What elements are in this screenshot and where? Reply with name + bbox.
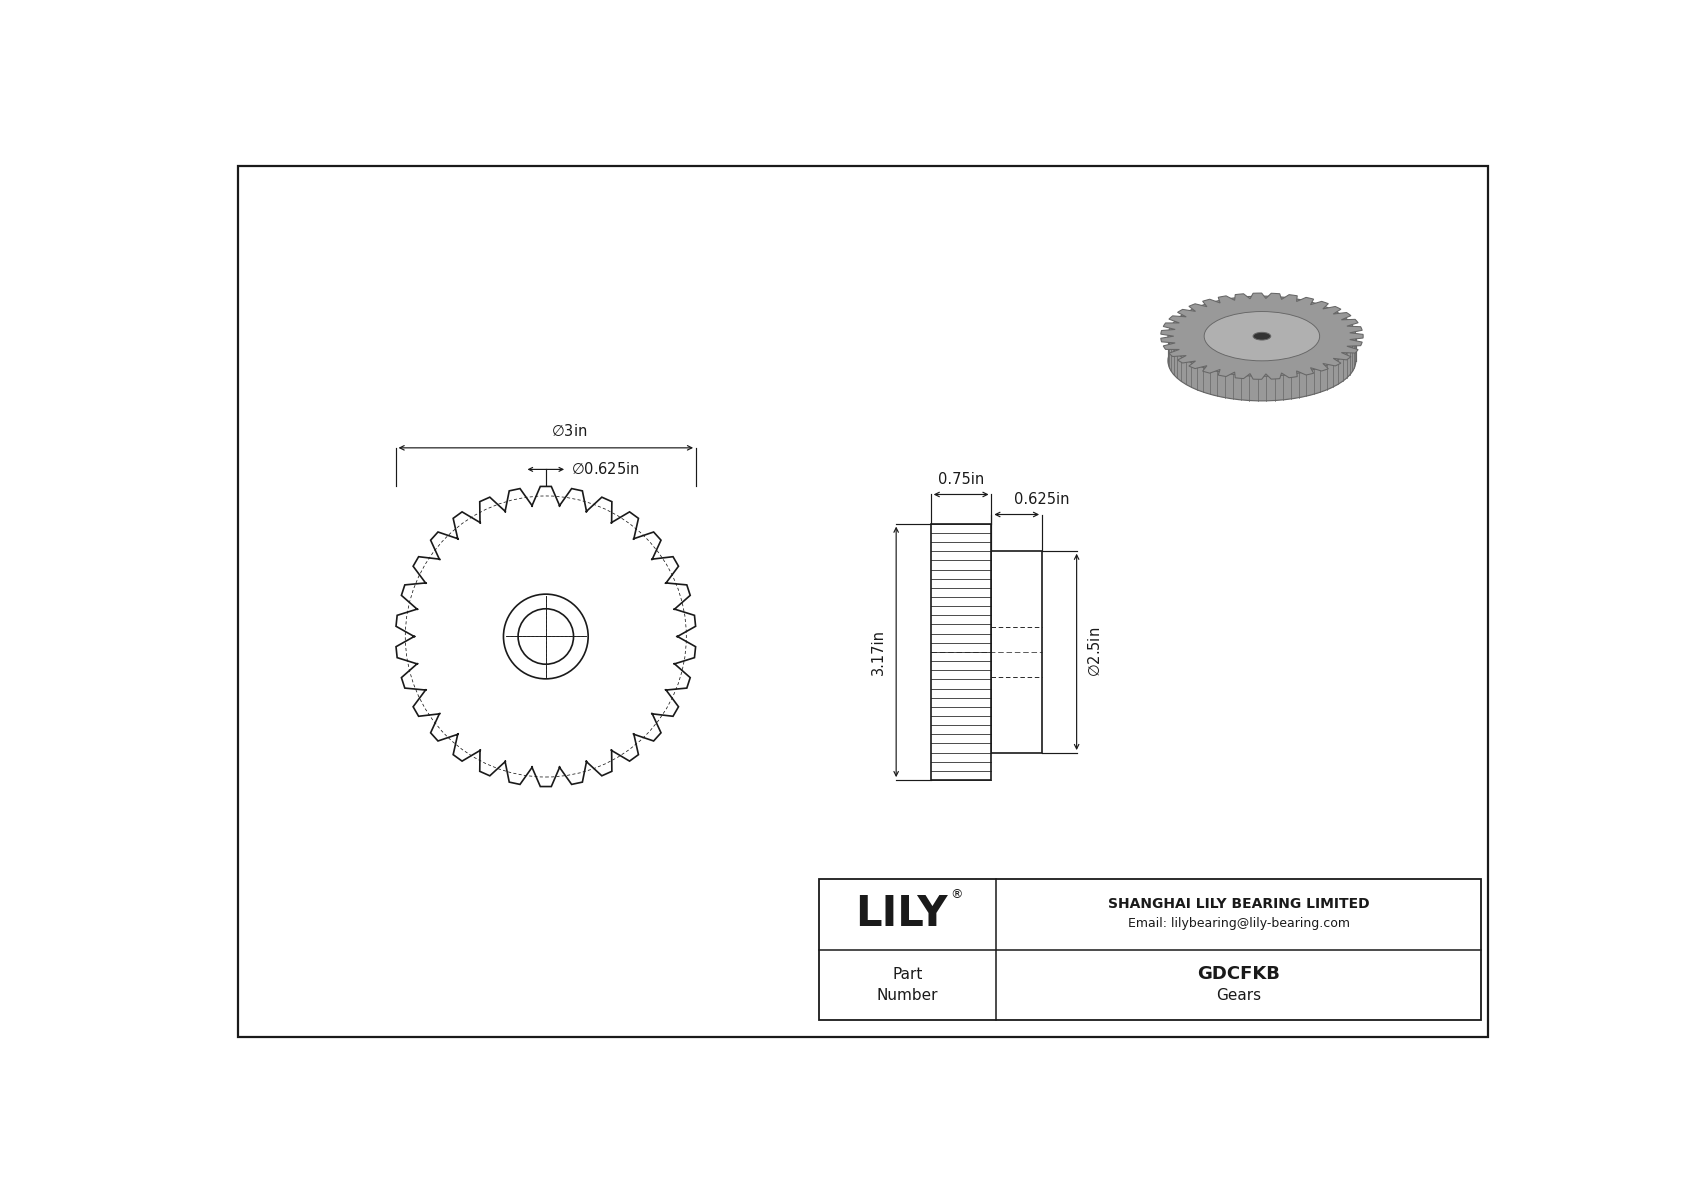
- Circle shape: [519, 609, 574, 665]
- Text: $\varnothing$3in: $\varnothing$3in: [551, 423, 588, 438]
- Text: GDCFKB: GDCFKB: [1197, 965, 1280, 983]
- Text: $\varnothing$0.625in: $\varnothing$0.625in: [571, 461, 640, 478]
- Text: $\varnothing$2.5in: $\varnothing$2.5in: [1086, 626, 1103, 676]
- Text: SHANGHAI LILY BEARING LIMITED: SHANGHAI LILY BEARING LIMITED: [1108, 897, 1369, 911]
- Polygon shape: [1169, 336, 1356, 361]
- Polygon shape: [396, 486, 695, 786]
- Text: Gears: Gears: [1216, 989, 1261, 1003]
- Polygon shape: [818, 879, 1482, 1019]
- Ellipse shape: [1169, 320, 1356, 401]
- Polygon shape: [931, 524, 992, 780]
- Polygon shape: [1160, 293, 1362, 379]
- Ellipse shape: [1253, 332, 1271, 341]
- Text: 0.75in: 0.75in: [938, 472, 983, 487]
- Circle shape: [504, 594, 588, 679]
- Text: Email: lilybearing@lily-bearing.com: Email: lilybearing@lily-bearing.com: [1128, 917, 1351, 930]
- Text: 0.625in: 0.625in: [1014, 492, 1069, 507]
- Text: 3.17in: 3.17in: [871, 629, 886, 675]
- Text: LILY: LILY: [855, 893, 948, 935]
- Text: ®: ®: [950, 888, 963, 900]
- Ellipse shape: [1204, 312, 1320, 361]
- Text: Part
Number: Part Number: [877, 967, 938, 1003]
- Ellipse shape: [1169, 297, 1356, 376]
- Polygon shape: [992, 550, 1042, 753]
